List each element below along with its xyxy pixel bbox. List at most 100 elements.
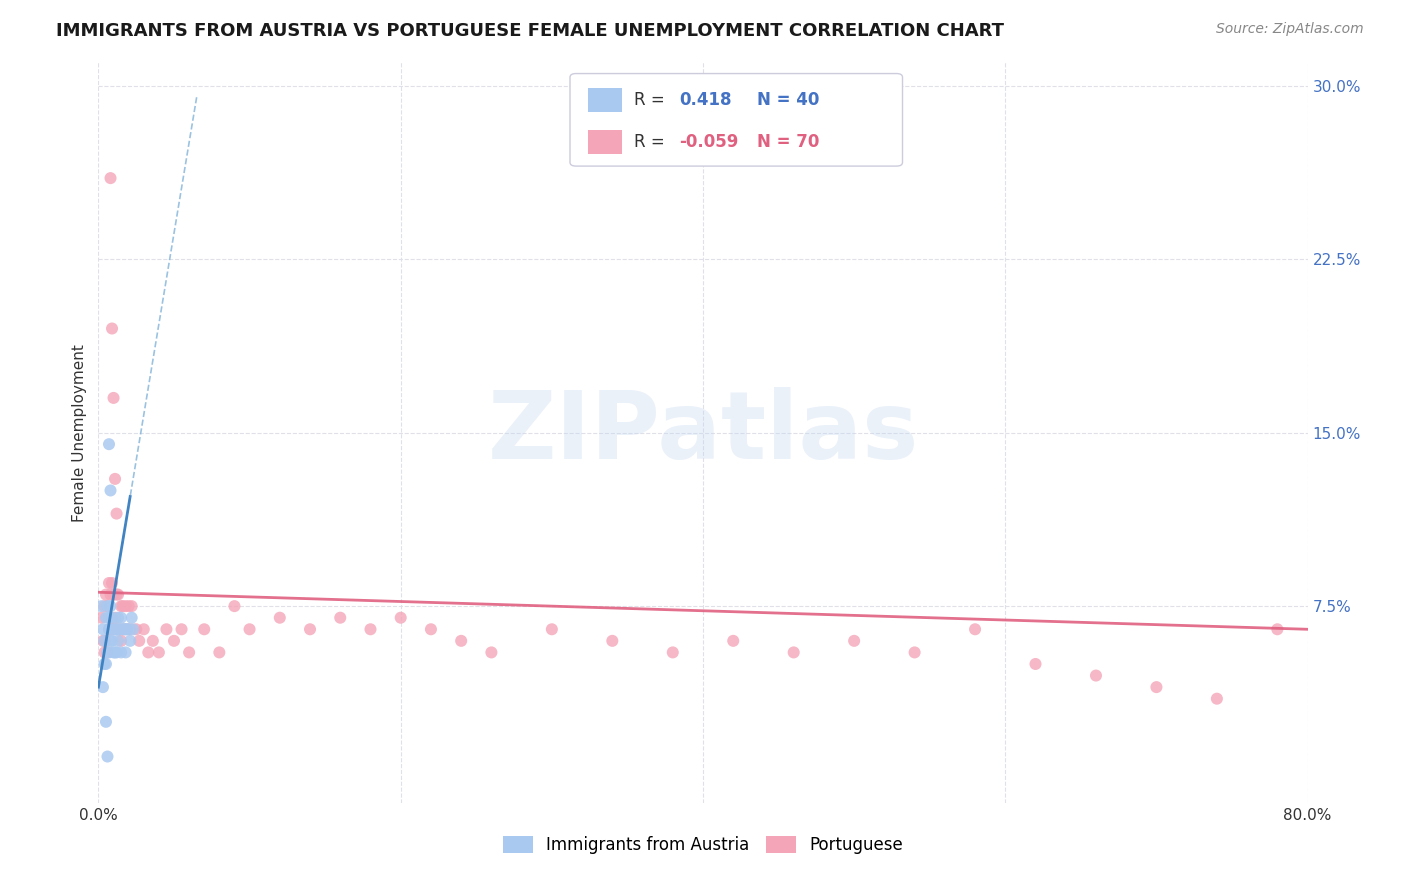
Text: ZIPatlas: ZIPatlas xyxy=(488,386,918,479)
Point xyxy=(98,437,121,451)
Point xyxy=(103,391,125,405)
Text: R =: R = xyxy=(634,91,665,109)
Point xyxy=(904,645,927,659)
Point xyxy=(105,622,128,636)
Point xyxy=(91,680,114,694)
Point xyxy=(96,645,118,659)
Point xyxy=(1024,657,1046,671)
Point xyxy=(111,622,134,636)
Point xyxy=(299,622,322,636)
Point xyxy=(114,599,136,614)
Point xyxy=(224,599,246,614)
Point xyxy=(114,622,136,636)
Point xyxy=(100,588,122,602)
Text: Source: ZipAtlas.com: Source: ZipAtlas.com xyxy=(1216,22,1364,37)
Point xyxy=(132,622,155,636)
Point xyxy=(128,633,150,648)
Point xyxy=(103,588,125,602)
Point xyxy=(148,645,170,659)
Point xyxy=(1206,691,1229,706)
Point xyxy=(120,622,142,636)
Point xyxy=(105,622,128,636)
Point xyxy=(122,622,145,636)
Point xyxy=(91,622,114,636)
Point xyxy=(98,610,121,624)
Point xyxy=(389,610,412,624)
Point xyxy=(110,645,132,659)
Point xyxy=(103,645,125,659)
Point xyxy=(118,622,141,636)
Point xyxy=(93,599,115,614)
Point xyxy=(101,633,124,648)
Point xyxy=(98,622,121,636)
Point xyxy=(101,610,124,624)
FancyBboxPatch shape xyxy=(588,88,621,112)
Point xyxy=(98,622,121,636)
Point xyxy=(94,588,117,602)
Point xyxy=(105,588,128,602)
Point xyxy=(90,599,112,614)
Point xyxy=(112,622,135,636)
Point xyxy=(107,610,129,624)
Point xyxy=(163,633,186,648)
Point xyxy=(104,610,127,624)
Point xyxy=(93,633,115,648)
Point xyxy=(1144,680,1167,694)
Point xyxy=(108,622,131,636)
Point xyxy=(121,599,143,614)
Point xyxy=(101,622,124,636)
FancyBboxPatch shape xyxy=(569,73,903,166)
Point xyxy=(136,645,159,659)
Point xyxy=(96,599,118,614)
Point xyxy=(661,645,683,659)
Point xyxy=(481,645,503,659)
Point xyxy=(100,171,122,186)
Point xyxy=(115,622,138,636)
Point xyxy=(110,599,132,614)
Text: N = 40: N = 40 xyxy=(758,91,820,109)
Point xyxy=(100,622,122,636)
Point xyxy=(105,645,128,659)
Point xyxy=(121,610,143,624)
Point xyxy=(450,633,472,648)
Point xyxy=(1085,668,1108,682)
Point xyxy=(110,633,132,648)
Text: 0.418: 0.418 xyxy=(679,91,731,109)
Point xyxy=(723,633,745,648)
Point xyxy=(98,576,121,591)
Point xyxy=(111,599,134,614)
Point xyxy=(101,321,124,335)
Point xyxy=(125,622,148,636)
Point xyxy=(420,622,443,636)
Y-axis label: Female Unemployment: Female Unemployment xyxy=(72,343,87,522)
Point xyxy=(96,749,118,764)
Point xyxy=(107,588,129,602)
Text: -0.059: -0.059 xyxy=(679,133,738,151)
Text: N = 70: N = 70 xyxy=(758,133,820,151)
Point xyxy=(101,576,124,591)
Point xyxy=(104,472,127,486)
Text: R =: R = xyxy=(634,133,665,151)
Point xyxy=(110,610,132,624)
Point xyxy=(91,633,114,648)
Text: IMMIGRANTS FROM AUSTRIA VS PORTUGUESE FEMALE UNEMPLOYMENT CORRELATION CHART: IMMIGRANTS FROM AUSTRIA VS PORTUGUESE FE… xyxy=(56,22,1004,40)
Point xyxy=(142,633,165,648)
Point xyxy=(179,645,201,659)
Point xyxy=(155,622,177,636)
Point xyxy=(844,633,866,648)
Point xyxy=(90,610,112,624)
Point xyxy=(170,622,193,636)
Point xyxy=(114,645,136,659)
Point xyxy=(360,622,382,636)
Point xyxy=(100,633,122,648)
Point xyxy=(105,507,128,521)
Point xyxy=(193,622,215,636)
Point xyxy=(94,633,117,648)
Legend: Immigrants from Austria, Portuguese: Immigrants from Austria, Portuguese xyxy=(496,830,910,861)
Point xyxy=(100,599,122,614)
Point xyxy=(1267,622,1289,636)
Point xyxy=(93,645,115,659)
Point xyxy=(107,633,129,648)
Point xyxy=(100,483,122,498)
Point xyxy=(602,633,624,648)
